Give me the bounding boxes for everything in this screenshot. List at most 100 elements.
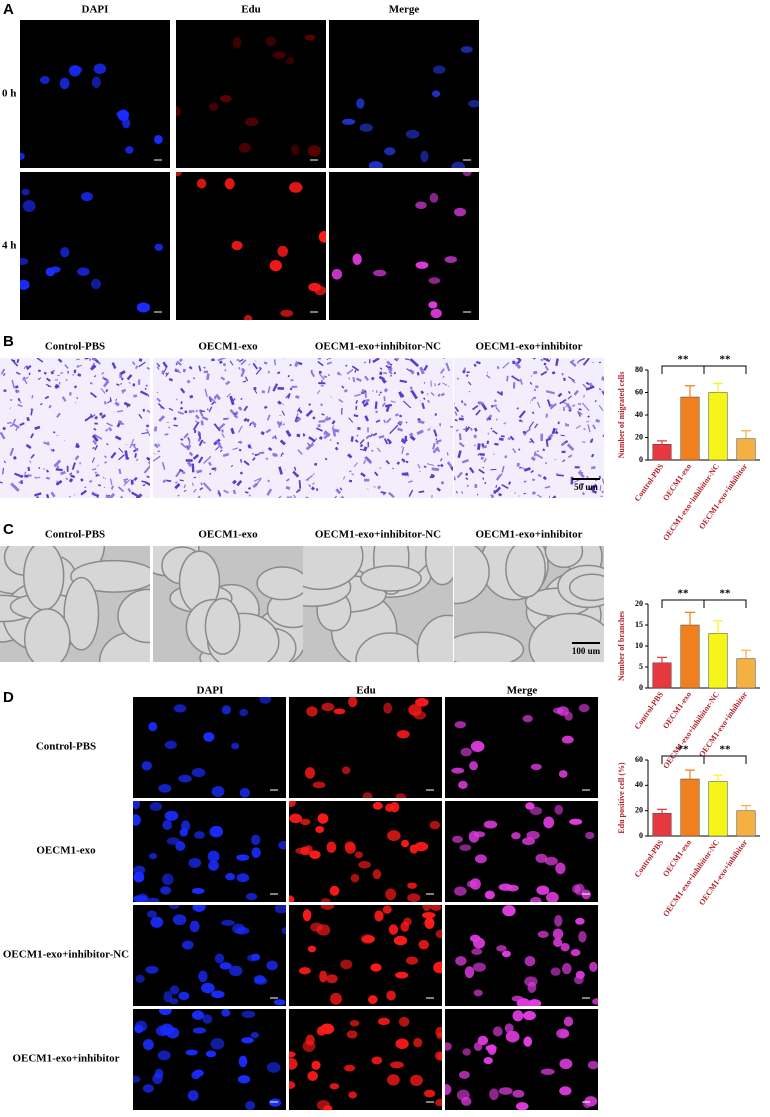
cell	[287, 374, 290, 378]
cell	[478, 468, 485, 474]
cell	[102, 476, 105, 479]
cell	[601, 490, 604, 494]
significance-label: **	[720, 354, 732, 366]
cell	[103, 455, 107, 459]
cell	[393, 371, 397, 375]
nucleus	[377, 1017, 390, 1026]
cell	[320, 384, 324, 387]
cell	[26, 365, 32, 371]
nucleus	[326, 841, 337, 853]
micrograph	[445, 905, 598, 1006]
nucleus	[187, 1090, 199, 1101]
cell	[405, 421, 408, 424]
nucleus	[191, 1070, 201, 1080]
tube-loop	[505, 546, 547, 598]
nucleus	[373, 269, 387, 277]
cell	[191, 463, 195, 473]
cell	[318, 436, 323, 440]
cell	[297, 408, 303, 414]
nucleus	[592, 998, 598, 1005]
cell	[30, 433, 35, 439]
cell	[123, 401, 131, 407]
nucleus	[266, 1062, 281, 1073]
cell	[226, 393, 232, 398]
micrograph	[153, 546, 303, 662]
nucleus	[372, 869, 382, 880]
cell	[96, 495, 99, 498]
nucleus	[444, 256, 458, 263]
cell	[377, 485, 382, 490]
error-bar	[657, 440, 667, 445]
image-content	[454, 546, 604, 662]
micrograph	[20, 20, 170, 168]
column-header: OECM1-exo	[198, 529, 258, 541]
nucleus	[192, 905, 206, 912]
cell	[11, 379, 16, 389]
nucleus	[91, 76, 101, 89]
cell	[587, 415, 590, 418]
cell	[347, 453, 353, 459]
nucleus	[461, 1096, 472, 1106]
cell	[436, 441, 439, 445]
cell	[94, 415, 98, 420]
nucleus	[176, 172, 182, 177]
cell	[146, 456, 150, 462]
cell	[363, 446, 368, 452]
micrograph	[20, 172, 170, 320]
nucleus	[455, 956, 467, 966]
image-background	[20, 172, 170, 320]
cell	[506, 375, 509, 382]
cell	[516, 358, 522, 362]
cell	[246, 418, 250, 423]
cell	[346, 368, 354, 375]
cell	[336, 371, 341, 376]
cell	[520, 419, 524, 423]
cell	[583, 394, 585, 398]
cell	[186, 444, 192, 451]
cell	[442, 382, 448, 386]
cell	[430, 391, 435, 397]
cell	[168, 407, 174, 411]
cell	[99, 412, 103, 416]
nucleus	[164, 740, 177, 750]
cell	[2, 373, 6, 377]
cell	[390, 400, 396, 403]
cell	[284, 358, 286, 359]
cell	[93, 433, 103, 440]
cell	[237, 406, 243, 411]
significance-label: **	[720, 588, 732, 600]
cell	[434, 383, 436, 387]
nucleus	[559, 1030, 569, 1038]
error-bar	[713, 382, 723, 393]
cell	[355, 400, 358, 404]
y-tick-label: 40	[635, 410, 643, 419]
cell	[456, 377, 460, 380]
nucleus	[278, 840, 286, 850]
nucleus	[573, 975, 584, 985]
cell	[305, 496, 309, 498]
cell	[296, 433, 301, 438]
cell	[383, 438, 389, 445]
nucleus	[20, 279, 30, 290]
nucleus	[289, 1058, 298, 1070]
cell	[60, 372, 64, 375]
cell	[502, 362, 510, 369]
nucleus	[395, 1038, 409, 1050]
cell	[566, 443, 575, 451]
nucleus	[344, 1064, 356, 1072]
nucleus	[471, 948, 483, 955]
cell	[0, 431, 6, 440]
nucleus	[289, 801, 296, 808]
nucleus	[134, 1024, 144, 1034]
cell	[156, 362, 161, 367]
cell	[266, 488, 273, 496]
cell	[579, 469, 582, 472]
nucleus	[396, 730, 410, 739]
cell	[180, 401, 183, 404]
nucleus	[550, 967, 561, 976]
cell	[342, 497, 345, 498]
cell	[111, 362, 117, 370]
nucleus	[133, 1075, 141, 1083]
nucleus	[430, 905, 442, 911]
nucleus	[341, 766, 351, 775]
